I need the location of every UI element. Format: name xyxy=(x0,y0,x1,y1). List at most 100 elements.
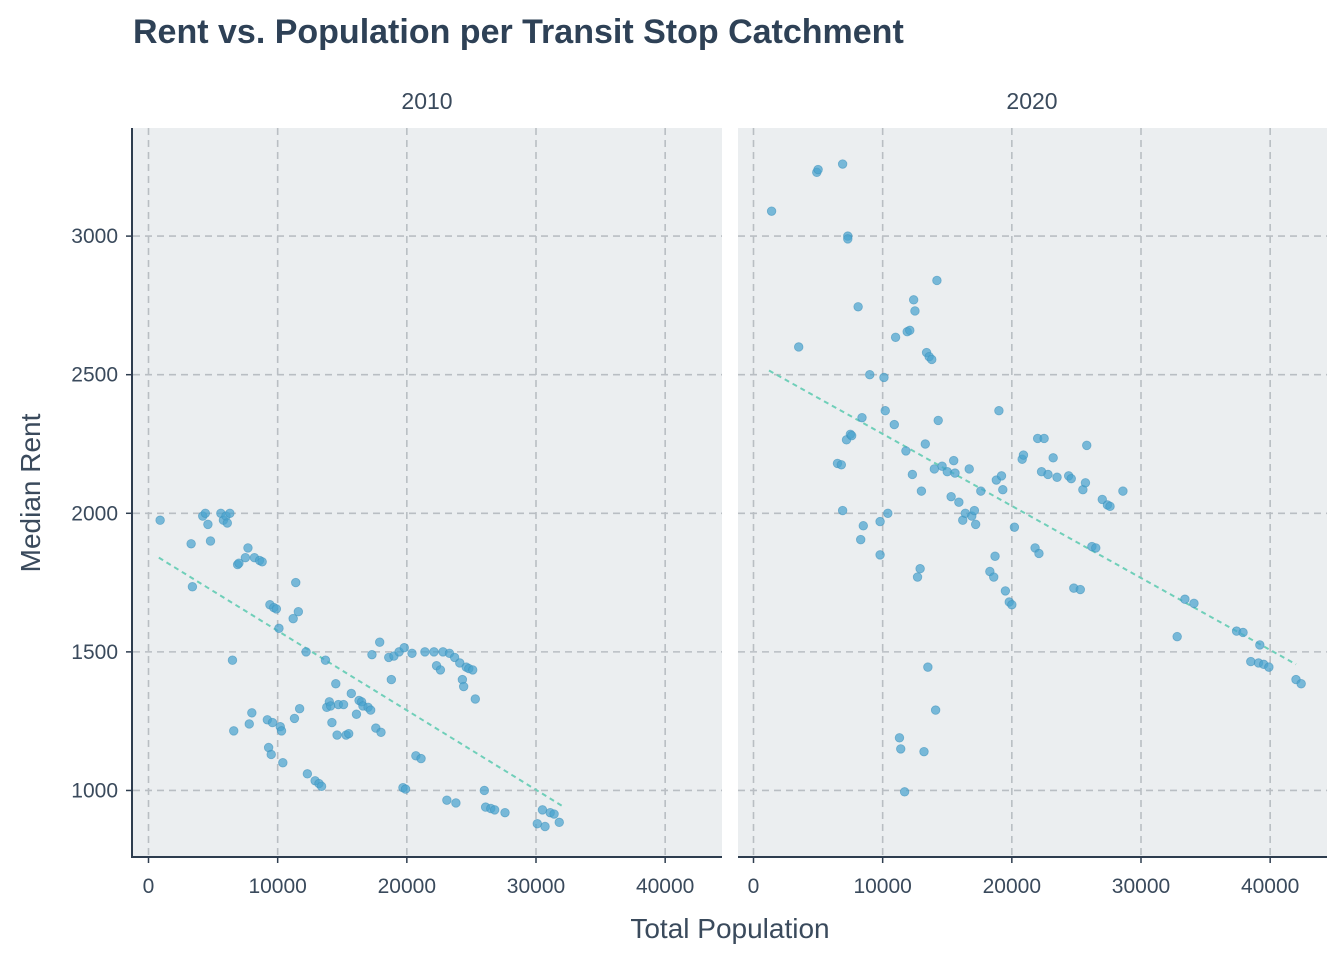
data-point xyxy=(1172,631,1182,642)
data-point xyxy=(1039,433,1049,444)
data-point xyxy=(187,582,198,592)
data-point xyxy=(1296,679,1306,689)
data-point xyxy=(320,655,331,665)
strip-label-2020: 2020 xyxy=(1006,88,1057,114)
data-point xyxy=(879,372,889,383)
panel-background-2020 xyxy=(738,128,1327,857)
data-point xyxy=(549,809,559,819)
data-point xyxy=(932,275,942,286)
data-point xyxy=(442,795,452,805)
data-point xyxy=(843,234,853,244)
x-tick-label: 20000 xyxy=(983,875,1041,898)
data-point xyxy=(964,464,974,474)
data-point xyxy=(294,704,305,714)
data-point xyxy=(949,455,959,466)
data-point xyxy=(907,469,918,480)
data-point xyxy=(399,643,409,653)
data-point xyxy=(367,649,377,660)
data-point xyxy=(338,699,349,710)
data-point xyxy=(998,485,1008,495)
data-point xyxy=(266,749,276,760)
data-point xyxy=(837,159,848,169)
data-point xyxy=(331,679,341,689)
data-point xyxy=(883,508,893,518)
data-point xyxy=(905,325,915,336)
trend-line-2020 xyxy=(768,369,1297,666)
grid-2020 xyxy=(738,128,1327,857)
data-point xyxy=(929,464,940,474)
y-axis-title: Median Rent xyxy=(15,413,46,572)
data-point xyxy=(908,295,919,305)
data-point xyxy=(429,647,439,657)
data-point xyxy=(257,557,267,567)
data-point xyxy=(915,564,925,574)
data-point xyxy=(365,705,376,715)
data-point xyxy=(989,572,999,582)
data-point xyxy=(1189,598,1199,609)
data-point xyxy=(1034,548,1044,559)
data-point xyxy=(420,647,430,657)
data-point xyxy=(276,726,287,736)
data-point xyxy=(766,206,777,216)
data-point xyxy=(479,785,490,796)
data-point xyxy=(288,613,298,624)
data-point xyxy=(996,471,1007,481)
data-point xyxy=(240,552,251,563)
data-point xyxy=(200,508,211,518)
data-point xyxy=(243,543,253,553)
trend-line-2010 xyxy=(158,556,563,807)
data-point xyxy=(880,406,890,416)
x-tick-label: 40000 xyxy=(1241,875,1299,898)
data-point xyxy=(836,460,847,470)
data-point xyxy=(225,508,235,518)
x-tick-label: 30000 xyxy=(507,875,565,898)
data-point xyxy=(470,694,480,704)
data-point xyxy=(325,701,336,711)
data-point xyxy=(920,439,930,449)
data-point xyxy=(912,572,923,582)
points-2020 xyxy=(766,159,1306,797)
data-point xyxy=(954,497,964,507)
data-point xyxy=(376,727,386,737)
data-point xyxy=(890,332,901,342)
data-point xyxy=(489,805,500,815)
data-point xyxy=(1043,469,1053,480)
data-point xyxy=(1007,600,1017,610)
data-point xyxy=(1000,586,1011,596)
data-point xyxy=(946,491,956,502)
data-point xyxy=(910,306,920,316)
data-point xyxy=(327,717,337,728)
data-point xyxy=(1009,522,1020,532)
data-point xyxy=(794,342,804,352)
data-point xyxy=(386,674,397,685)
data-point xyxy=(205,536,216,546)
data-point xyxy=(1091,543,1101,553)
data-point xyxy=(1118,486,1128,496)
data-point xyxy=(976,486,986,496)
data-point xyxy=(927,354,937,365)
points-2010 xyxy=(155,508,564,832)
data-point xyxy=(227,655,238,665)
data-point xyxy=(837,505,848,516)
data-point xyxy=(899,787,910,797)
x-axis-title: Total Population xyxy=(630,913,829,944)
data-point xyxy=(332,730,342,740)
data-point xyxy=(400,784,411,794)
panel-2010: 2010 0 10000 20000 30000 40000 xyxy=(133,88,722,898)
data-point xyxy=(155,515,165,525)
data-point xyxy=(1066,473,1076,484)
data-point xyxy=(1180,594,1190,604)
data-point xyxy=(813,164,823,175)
data-point xyxy=(853,302,863,312)
data-point xyxy=(994,406,1004,416)
data-point xyxy=(969,505,980,516)
data-point xyxy=(458,681,469,692)
data-point xyxy=(229,726,239,736)
y-tick-label: 2500 xyxy=(71,364,118,387)
x-tick-label: 30000 xyxy=(1112,875,1170,898)
data-point xyxy=(1075,584,1085,595)
chart-title: Rent vs. Population per Transit Stop Cat… xyxy=(133,13,904,51)
data-point xyxy=(889,419,899,430)
data-point xyxy=(856,534,866,545)
